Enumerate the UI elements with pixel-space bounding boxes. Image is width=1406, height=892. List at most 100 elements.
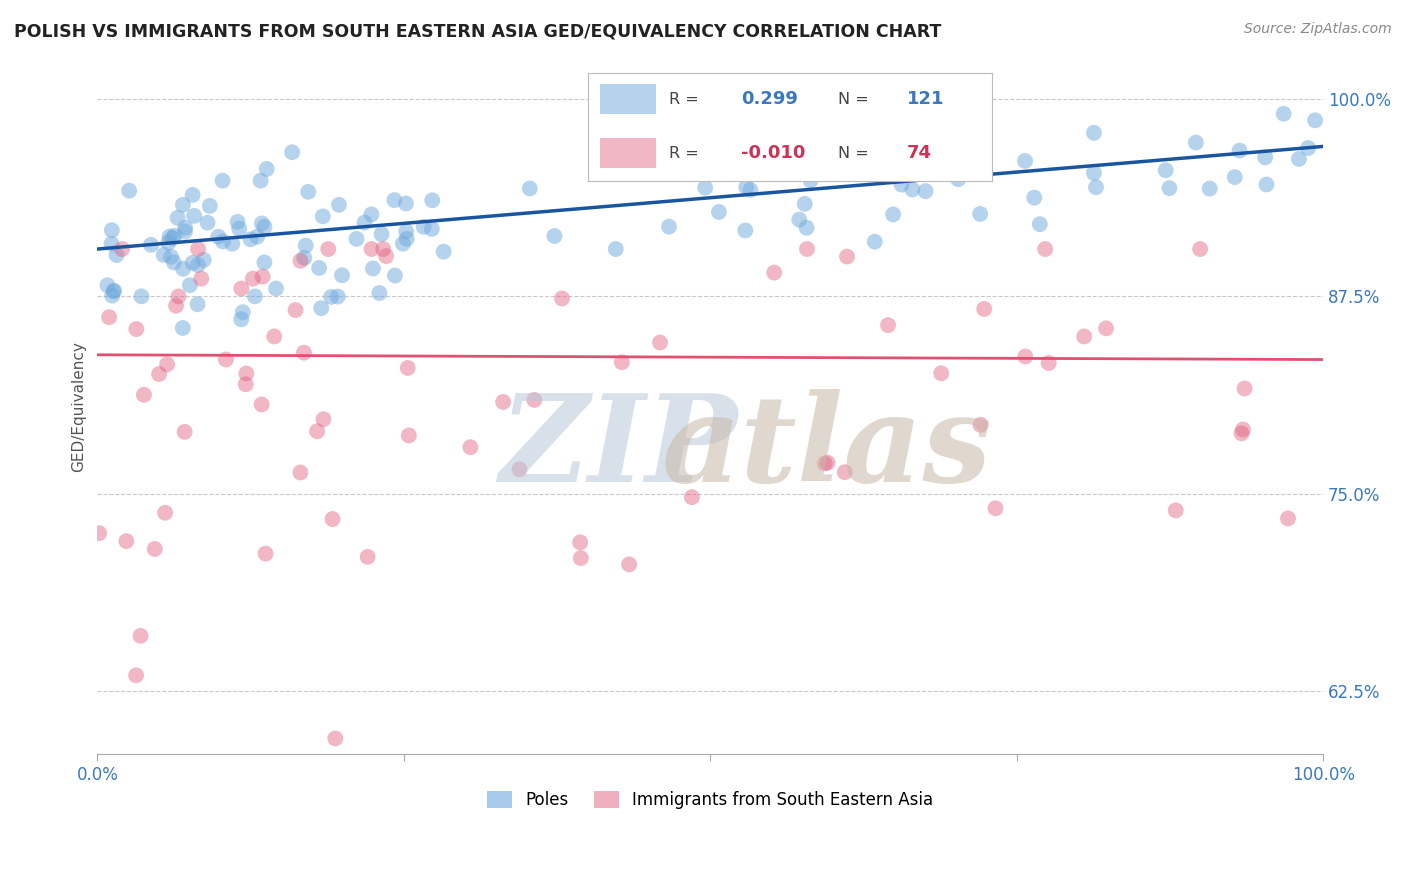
Point bbox=[707, 205, 730, 219]
Point bbox=[948, 172, 970, 186]
Point bbox=[239, 232, 262, 246]
Point bbox=[648, 335, 671, 350]
Point bbox=[734, 110, 756, 124]
Point bbox=[172, 261, 194, 276]
Point bbox=[101, 288, 124, 302]
Point bbox=[360, 242, 382, 256]
Point bbox=[215, 352, 238, 367]
Point bbox=[330, 268, 353, 283]
Point bbox=[87, 526, 110, 541]
Point bbox=[973, 301, 995, 316]
Point bbox=[172, 321, 194, 335]
Point bbox=[228, 221, 250, 235]
Point bbox=[101, 223, 124, 237]
Point bbox=[152, 248, 174, 262]
Point bbox=[165, 299, 187, 313]
Point bbox=[1164, 503, 1187, 517]
Point bbox=[523, 392, 546, 407]
Point bbox=[212, 235, 235, 249]
Point bbox=[353, 216, 375, 230]
Point bbox=[853, 151, 876, 165]
Point bbox=[817, 456, 839, 470]
Point bbox=[1029, 217, 1052, 231]
Point bbox=[246, 229, 269, 244]
Point bbox=[187, 297, 209, 311]
Point bbox=[368, 285, 391, 300]
Point bbox=[969, 207, 991, 221]
Point bbox=[1014, 350, 1036, 364]
Point bbox=[815, 125, 838, 139]
Point bbox=[166, 211, 188, 225]
Text: Source: ZipAtlas.com: Source: ZipAtlas.com bbox=[1244, 22, 1392, 37]
Point bbox=[190, 271, 212, 285]
Point bbox=[543, 229, 565, 244]
Point bbox=[412, 219, 434, 234]
Point bbox=[384, 268, 406, 283]
Point bbox=[863, 235, 886, 249]
Point bbox=[891, 155, 914, 169]
Point bbox=[131, 289, 153, 303]
Point bbox=[193, 252, 215, 267]
Point bbox=[834, 465, 856, 479]
Point bbox=[198, 199, 221, 213]
Point bbox=[551, 292, 574, 306]
Point bbox=[395, 224, 418, 238]
Point bbox=[1272, 107, 1295, 121]
Point bbox=[162, 231, 184, 245]
Point bbox=[799, 173, 821, 187]
Point bbox=[103, 285, 125, 299]
Point bbox=[115, 534, 138, 549]
Y-axis label: GED/Equivalency: GED/Equivalency bbox=[72, 342, 86, 473]
Point bbox=[250, 216, 273, 230]
Point bbox=[235, 377, 257, 392]
Point bbox=[1085, 180, 1108, 194]
Point bbox=[249, 174, 271, 188]
Point bbox=[882, 207, 904, 221]
Point bbox=[375, 249, 398, 263]
Point bbox=[290, 466, 312, 480]
Point bbox=[592, 164, 614, 178]
Point bbox=[111, 242, 134, 256]
Point bbox=[1073, 329, 1095, 343]
Point bbox=[1038, 356, 1060, 370]
Point bbox=[96, 278, 118, 293]
Point bbox=[1095, 321, 1118, 335]
Point bbox=[395, 196, 418, 211]
Point bbox=[695, 180, 717, 194]
Point bbox=[179, 278, 201, 293]
Point bbox=[658, 219, 681, 234]
Point bbox=[1303, 113, 1326, 128]
Point bbox=[1254, 150, 1277, 164]
Point bbox=[139, 237, 162, 252]
Point bbox=[803, 156, 825, 170]
Point bbox=[508, 462, 530, 476]
Point bbox=[1014, 153, 1036, 168]
Point bbox=[873, 91, 896, 105]
Point bbox=[793, 197, 815, 211]
Point bbox=[125, 322, 148, 336]
Point bbox=[183, 209, 205, 223]
Point bbox=[242, 271, 264, 285]
Point bbox=[835, 250, 858, 264]
Point bbox=[356, 549, 378, 564]
Point bbox=[617, 558, 640, 572]
Point bbox=[605, 242, 627, 256]
Point bbox=[392, 236, 415, 251]
Point bbox=[153, 506, 176, 520]
Point bbox=[294, 238, 316, 252]
Point bbox=[157, 235, 180, 250]
Point bbox=[211, 173, 233, 187]
Point bbox=[309, 301, 332, 316]
Point bbox=[100, 236, 122, 251]
Point bbox=[197, 216, 219, 230]
Point bbox=[984, 501, 1007, 516]
Point bbox=[235, 367, 257, 381]
Text: ZIP: ZIP bbox=[499, 389, 737, 508]
Point bbox=[252, 269, 274, 284]
Point bbox=[307, 424, 329, 438]
Point bbox=[232, 305, 254, 319]
Point bbox=[763, 266, 786, 280]
Point bbox=[735, 180, 758, 194]
Point bbox=[396, 360, 419, 375]
Point bbox=[326, 289, 349, 303]
